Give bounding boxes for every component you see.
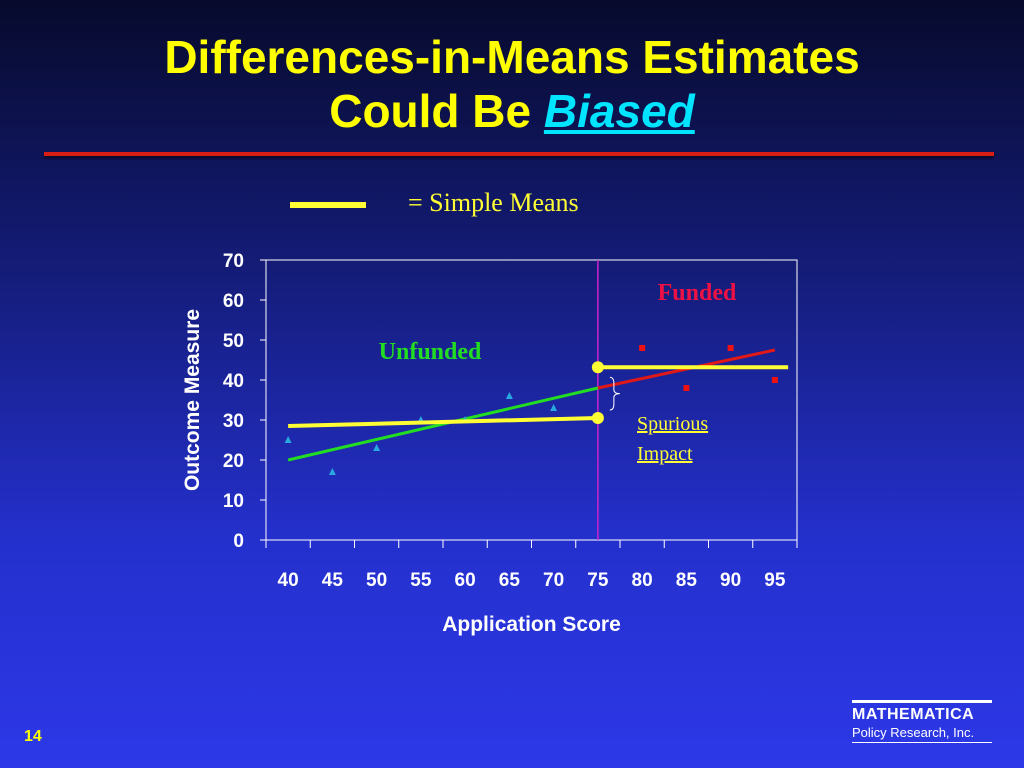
y-tick-label: 10 [223, 491, 244, 512]
logo-bar [852, 700, 992, 703]
funded-data-point [771, 377, 778, 383]
x-axis-label: Application Score [442, 613, 621, 636]
spurious-impact-brace [609, 376, 620, 411]
funded-mean-endpoint [591, 361, 604, 374]
x-tick-label: 65 [499, 570, 521, 591]
x-tick-label: 90 [720, 570, 741, 591]
y-tick-label: 20 [223, 451, 244, 472]
funded-data-point [639, 345, 646, 351]
y-tick-label: 40 [223, 371, 244, 392]
x-tick-label: 80 [632, 570, 653, 591]
unfunded-label: Unfunded [379, 339, 482, 365]
x-tick-label: 40 [278, 570, 299, 591]
page-number: 14 [24, 728, 42, 745]
x-tick-label: 55 [410, 570, 432, 591]
legend-simple-means-label: = Simple Means [408, 188, 579, 217]
mathematica-logo: MATHEMATICA Policy Research, Inc. [852, 700, 992, 743]
x-tick-label: 70 [543, 570, 564, 591]
x-tick-label: 95 [764, 570, 786, 591]
funded-data-point [683, 385, 690, 391]
y-tick-label: 50 [223, 331, 244, 352]
y-axis-label: Outcome Measure [181, 309, 204, 491]
unfunded-data-point [373, 444, 381, 451]
logo-subtitle: Policy Research, Inc. [852, 725, 992, 743]
x-tick-label: 60 [455, 570, 476, 591]
funded-data-point [727, 345, 734, 351]
x-tick-label: 45 [322, 570, 344, 591]
slide-title: Differences-in-Means Estimates Could Be … [0, 30, 1024, 138]
logo-name: MATHEMATICA [852, 706, 975, 723]
x-tick-label: 85 [676, 570, 698, 591]
title-emphasis: Biased [543, 85, 695, 137]
unfunded-mean-line [288, 416, 598, 428]
spurious-label-line-1: Spurious [637, 413, 708, 435]
y-tick-label: 30 [223, 411, 244, 432]
title-line-2: Could Be Biased [0, 84, 1024, 138]
y-tick-label: 60 [223, 291, 244, 312]
unfunded-data-point [550, 404, 558, 411]
x-tick-label: 50 [366, 570, 387, 591]
unfunded-mean-endpoint [591, 412, 604, 424]
legend-simple-means-swatch [290, 202, 366, 208]
funded-label: Funded [658, 280, 737, 306]
y-tick-label: 0 [233, 531, 244, 552]
x-tick-label: 75 [587, 570, 609, 591]
title-line-1: Differences-in-Means Estimates [164, 31, 860, 83]
title-line-2-prefix: Could Be [329, 85, 532, 137]
spurious-label-line-2: Impact [637, 443, 693, 465]
title-divider [44, 152, 994, 156]
unfunded-data-point [328, 468, 336, 475]
unfunded-data-point [505, 392, 513, 399]
y-tick-label: 70 [223, 251, 244, 272]
unfunded-data-point [284, 436, 292, 443]
